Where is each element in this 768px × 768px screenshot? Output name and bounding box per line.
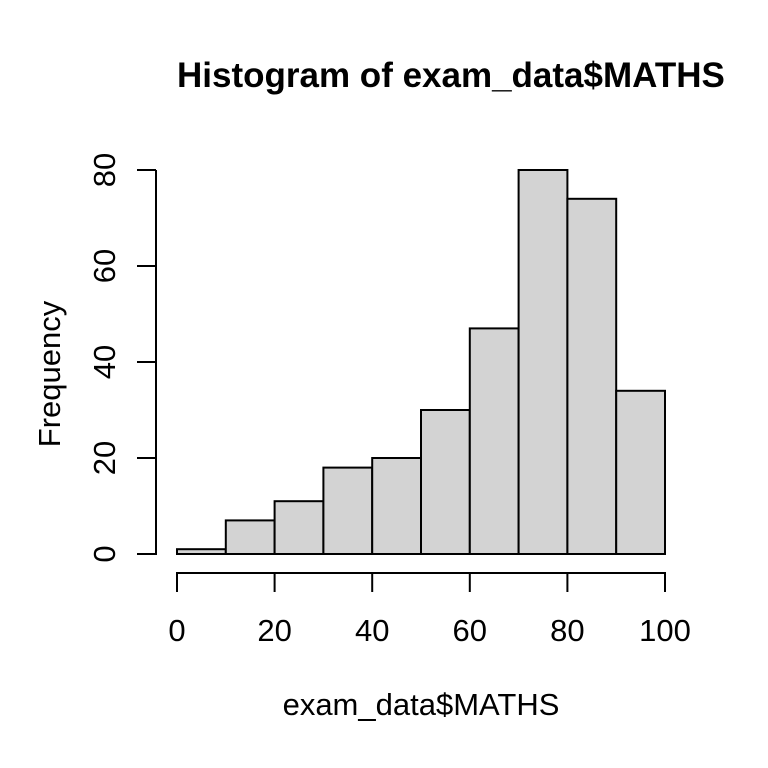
x-tick-label: 0 (168, 613, 185, 648)
histogram-bar (322, 466, 374, 556)
histogram-bar (468, 327, 520, 555)
y-tick-label: 40 (87, 345, 122, 379)
histogram-bar (420, 409, 471, 555)
x-axis-title: exam_data$MATHS (282, 687, 560, 722)
histogram-bar (566, 197, 618, 556)
x-tick-label: 60 (453, 613, 487, 648)
y-tick-label: 60 (87, 249, 122, 283)
x-tick-label: 20 (257, 613, 291, 648)
histogram-bar (615, 389, 667, 555)
y-tick-label: 80 (87, 153, 122, 187)
y-tick-label: 20 (87, 441, 122, 475)
x-tick-label: 80 (550, 613, 584, 648)
histogram-bar (371, 457, 423, 555)
histogram-bar (273, 500, 325, 556)
histogram-bar (517, 169, 569, 555)
chart-title: Histogram of exam_data$MATHS (177, 56, 725, 95)
histogram-bar (176, 548, 227, 556)
histogram-bar (224, 519, 276, 556)
y-tick-label: 0 (87, 545, 122, 562)
x-tick-label: 100 (639, 613, 691, 648)
x-tick-label: 40 (355, 613, 389, 648)
